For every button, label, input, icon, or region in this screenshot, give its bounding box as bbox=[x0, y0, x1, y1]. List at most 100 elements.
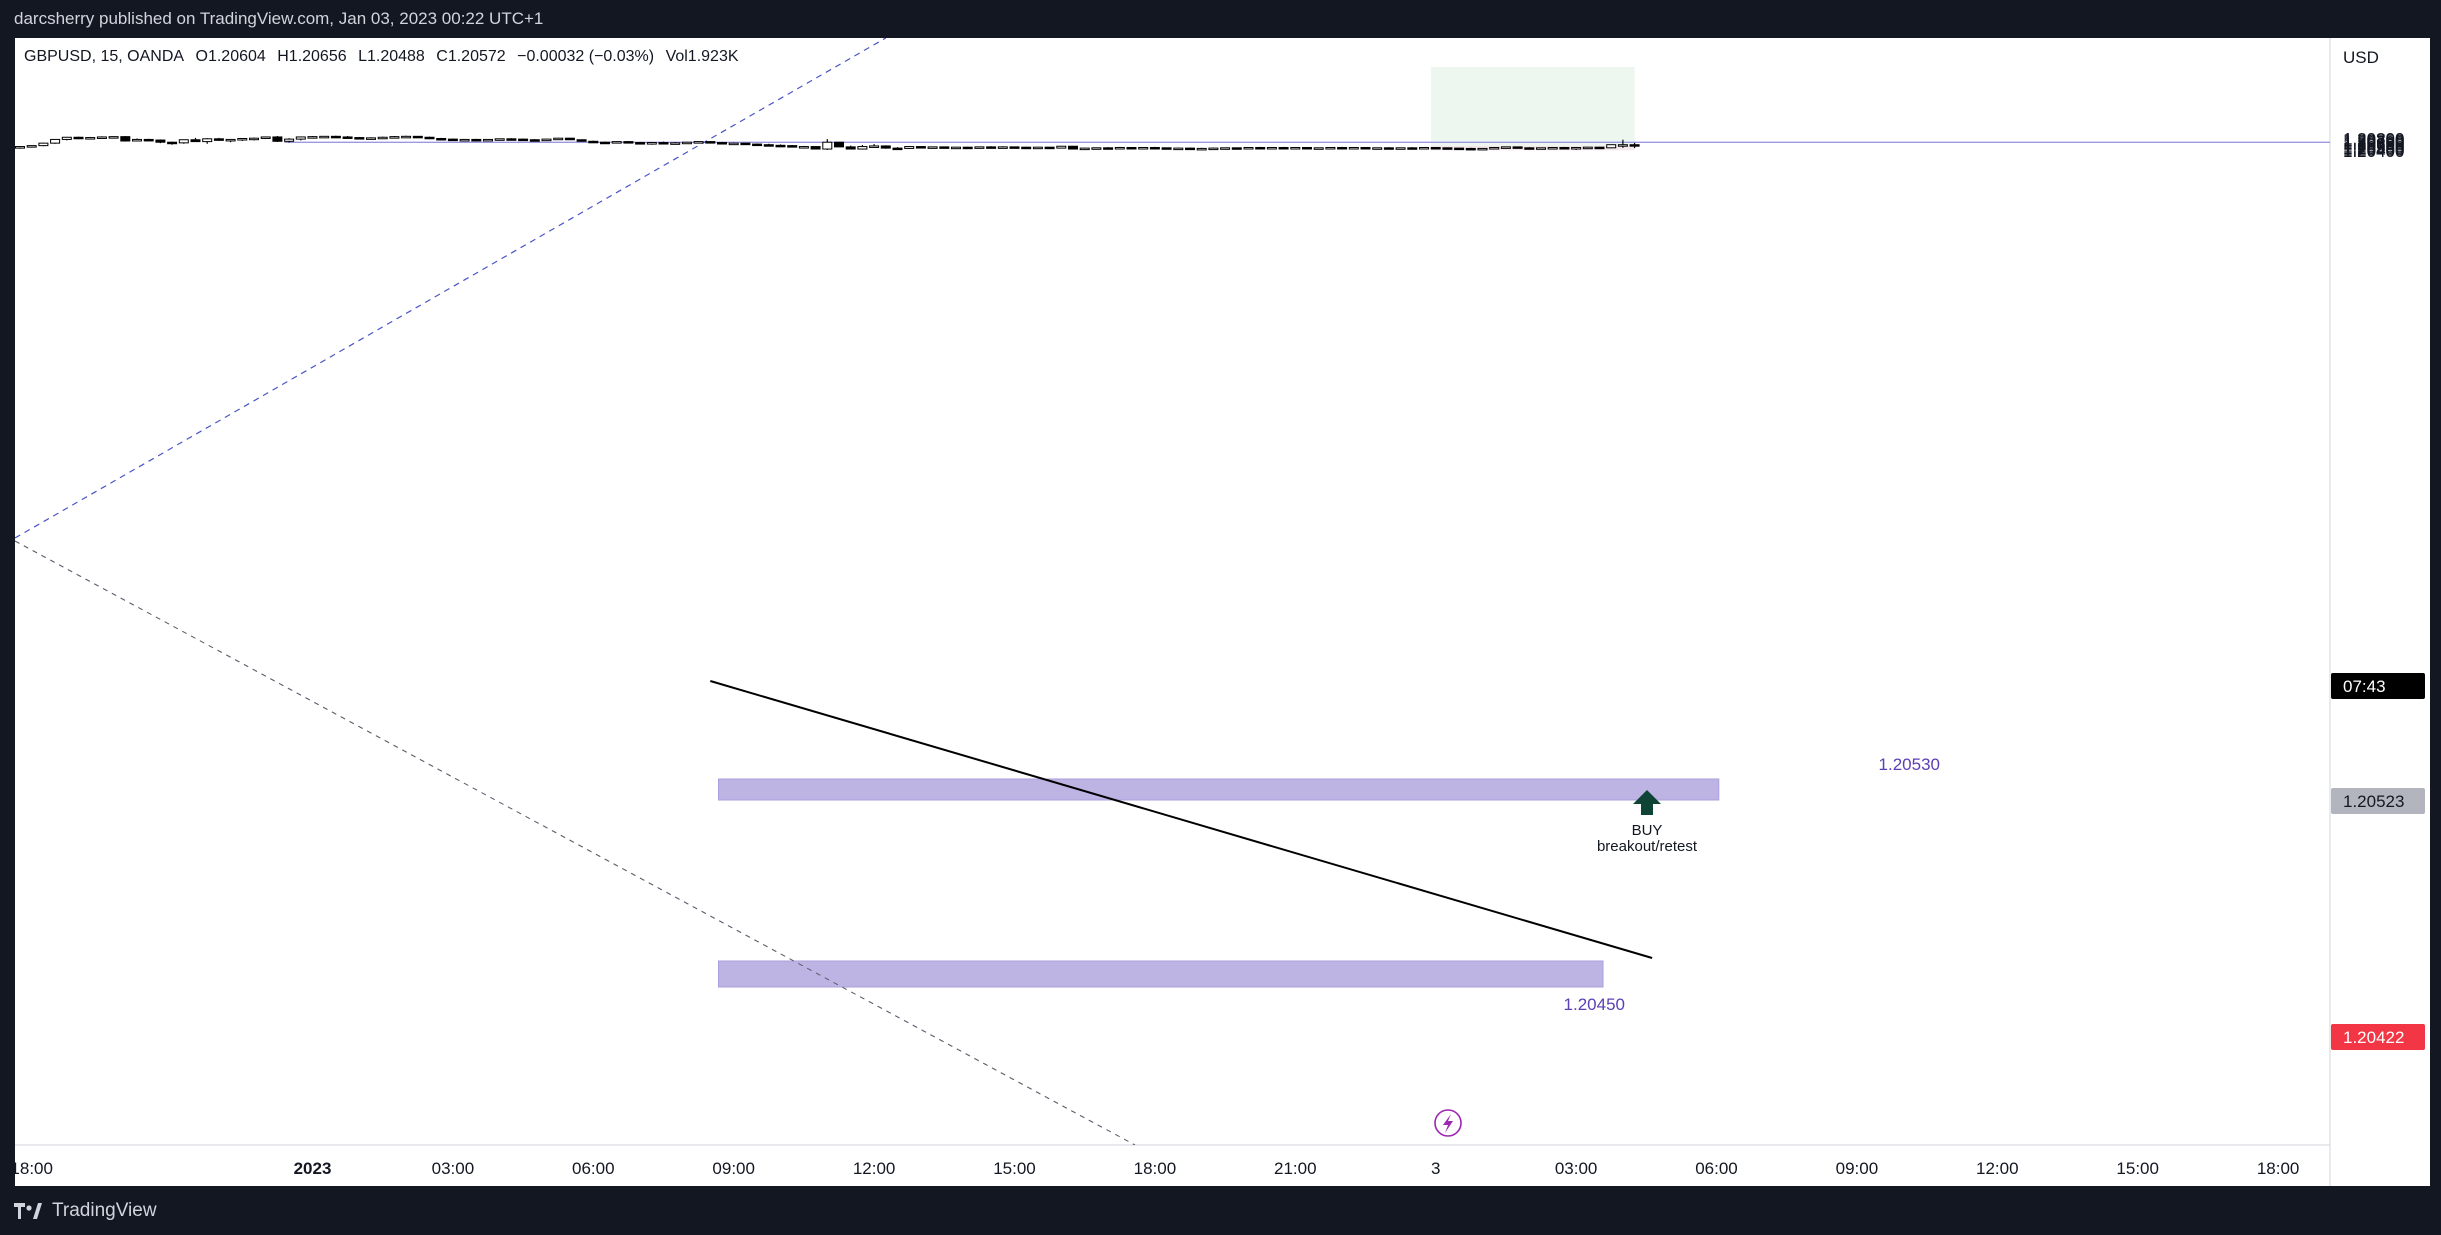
candle-body bbox=[1489, 146, 1500, 150]
candle bbox=[1383, 147, 1394, 150]
tradingview-logo[interactable]: TradingView bbox=[14, 1200, 157, 1222]
candle bbox=[1243, 146, 1254, 150]
candle bbox=[272, 136, 283, 142]
candle bbox=[1220, 147, 1231, 150]
candle-body bbox=[202, 138, 213, 143]
candle bbox=[424, 136, 435, 140]
candle bbox=[1629, 142, 1640, 149]
candle bbox=[0, 148, 1, 151]
candle-body bbox=[576, 139, 587, 142]
candle bbox=[717, 141, 727, 145]
legend-volume: Vol1.923K bbox=[665, 48, 739, 65]
candle bbox=[857, 145, 868, 150]
price-tick-label: 1.20400 bbox=[2343, 142, 2404, 161]
candle bbox=[1512, 146, 1523, 149]
timer-tag-bg bbox=[2331, 673, 2425, 699]
candle bbox=[1161, 147, 1172, 150]
candle-body bbox=[658, 142, 669, 145]
candle-body bbox=[974, 146, 985, 149]
candle-body bbox=[284, 138, 295, 142]
candle-body bbox=[822, 141, 833, 150]
candle bbox=[108, 136, 119, 139]
candle bbox=[237, 138, 248, 141]
candle bbox=[658, 141, 669, 145]
candle-body bbox=[15, 146, 25, 149]
price-tick-label: 1.20500 bbox=[2343, 139, 2404, 158]
candle-body bbox=[1500, 146, 1511, 149]
candle-body bbox=[377, 136, 388, 140]
candle-body bbox=[0, 148, 1, 150]
candle bbox=[1185, 147, 1195, 151]
candle bbox=[845, 145, 856, 150]
candle-body bbox=[436, 138, 447, 141]
candle bbox=[38, 142, 49, 147]
candle-body bbox=[96, 136, 107, 139]
candle-body bbox=[272, 136, 283, 142]
candle bbox=[974, 146, 985, 149]
candle bbox=[96, 136, 107, 139]
candle bbox=[1547, 146, 1558, 150]
candle bbox=[939, 146, 950, 149]
support-zone bbox=[717, 960, 1604, 988]
candle bbox=[61, 136, 72, 141]
candle-body bbox=[447, 138, 458, 142]
time-tick-label: 03:00 bbox=[432, 1159, 475, 1178]
candle bbox=[951, 146, 961, 150]
candle bbox=[576, 139, 587, 142]
candle-body bbox=[857, 146, 868, 150]
candle-body bbox=[1395, 147, 1406, 150]
candle bbox=[705, 140, 716, 144]
candle-body bbox=[1430, 146, 1441, 150]
candle-body bbox=[459, 138, 470, 142]
legend-low: L1.20488 bbox=[358, 48, 425, 65]
candle-body bbox=[635, 142, 646, 145]
legend-high: H1.20656 bbox=[277, 48, 347, 65]
candle-body bbox=[1243, 146, 1254, 150]
candle bbox=[1231, 147, 1242, 150]
candle bbox=[366, 137, 376, 140]
candle-body bbox=[681, 141, 692, 145]
candle bbox=[681, 141, 692, 145]
candle bbox=[202, 138, 213, 144]
candle-body bbox=[1419, 146, 1429, 150]
candle-body bbox=[389, 136, 400, 139]
candle bbox=[1009, 146, 1020, 149]
time-axis[interactable]: 18:00 2023 03:00 06:00 09:00 12:00 15:00 18:00 2… bbox=[10, 1159, 2299, 1178]
candle-body bbox=[763, 144, 774, 147]
candle bbox=[1337, 146, 1348, 150]
time-tick-label: 18:00 bbox=[10, 1159, 53, 1178]
price-tick-label: 1.20650 bbox=[2343, 134, 2404, 153]
candle bbox=[167, 141, 178, 145]
ascending-dashed-trendline bbox=[15, 38, 887, 539]
candle bbox=[342, 136, 353, 139]
candle-body bbox=[553, 137, 564, 141]
candle-body bbox=[740, 142, 751, 146]
candle-body bbox=[693, 141, 704, 144]
timer-tag: 07:43 bbox=[2343, 677, 2386, 696]
candle bbox=[1582, 146, 1593, 150]
resistance-zone bbox=[717, 778, 1720, 801]
lightning-icon bbox=[1434, 1109, 1462, 1137]
candle-body bbox=[1606, 144, 1617, 149]
candle bbox=[354, 136, 365, 140]
price-axis[interactable]: 1.208001.207501.207001.206501.206001.205… bbox=[2331, 130, 2425, 1051]
candle bbox=[295, 136, 306, 141]
candle bbox=[787, 145, 798, 148]
candle-body bbox=[951, 146, 961, 150]
candle-body bbox=[541, 138, 552, 142]
candle-body bbox=[1185, 147, 1195, 151]
candle-body bbox=[1103, 147, 1114, 150]
candle bbox=[412, 135, 423, 139]
candle-body bbox=[646, 142, 657, 145]
candle bbox=[50, 138, 61, 144]
candle bbox=[1407, 147, 1418, 150]
time-tick-label: 06:00 bbox=[572, 1159, 615, 1178]
candle-body bbox=[506, 138, 517, 141]
candle-body bbox=[1383, 147, 1394, 150]
legend-symbol[interactable]: GBPUSD, 15, OANDA bbox=[24, 48, 185, 65]
candle-body bbox=[1629, 144, 1640, 147]
candle bbox=[178, 139, 189, 144]
tradingview-logo-icon bbox=[14, 1203, 42, 1219]
candle-body bbox=[471, 138, 482, 142]
